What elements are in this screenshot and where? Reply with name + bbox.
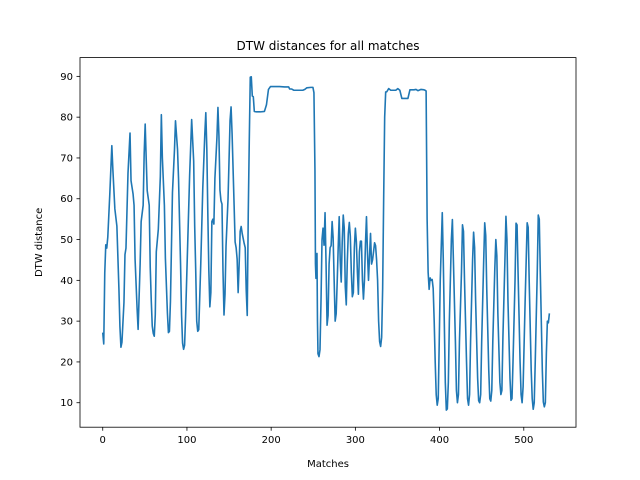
y-axis: 10 20 30 40 50 60 70 80 90 — [60, 72, 80, 409]
chart-title: DTW distances for all matches — [237, 39, 420, 53]
y-tick-label: 70 — [60, 153, 73, 164]
series-line — [101, 75, 551, 411]
y-tick-label: 30 — [60, 317, 73, 328]
x-tick-label: 500 — [514, 435, 533, 446]
plot-area — [79, 57, 577, 428]
x-tick-label: 100 — [177, 435, 196, 446]
y-tick-label: 10 — [60, 398, 73, 409]
x-tick-label: 300 — [346, 435, 365, 446]
axes-frame — [79, 57, 577, 428]
y-axis-label: DTW distance — [34, 208, 45, 277]
x-tick-label: 200 — [262, 435, 281, 446]
x-axis-label: Matches — [307, 459, 349, 470]
x-axis: 0 100 200 300 400 500 — [100, 427, 533, 446]
y-tick-label: 50 — [60, 235, 73, 246]
x-tick-label: 0 — [100, 435, 106, 446]
x-tick-label: 400 — [430, 435, 449, 446]
y-tick-label: 80 — [60, 113, 73, 124]
y-tick-label: 90 — [60, 72, 73, 83]
y-tick-label: 60 — [60, 194, 73, 205]
y-tick-label: 20 — [60, 357, 73, 368]
y-tick-label: 40 — [60, 276, 73, 287]
